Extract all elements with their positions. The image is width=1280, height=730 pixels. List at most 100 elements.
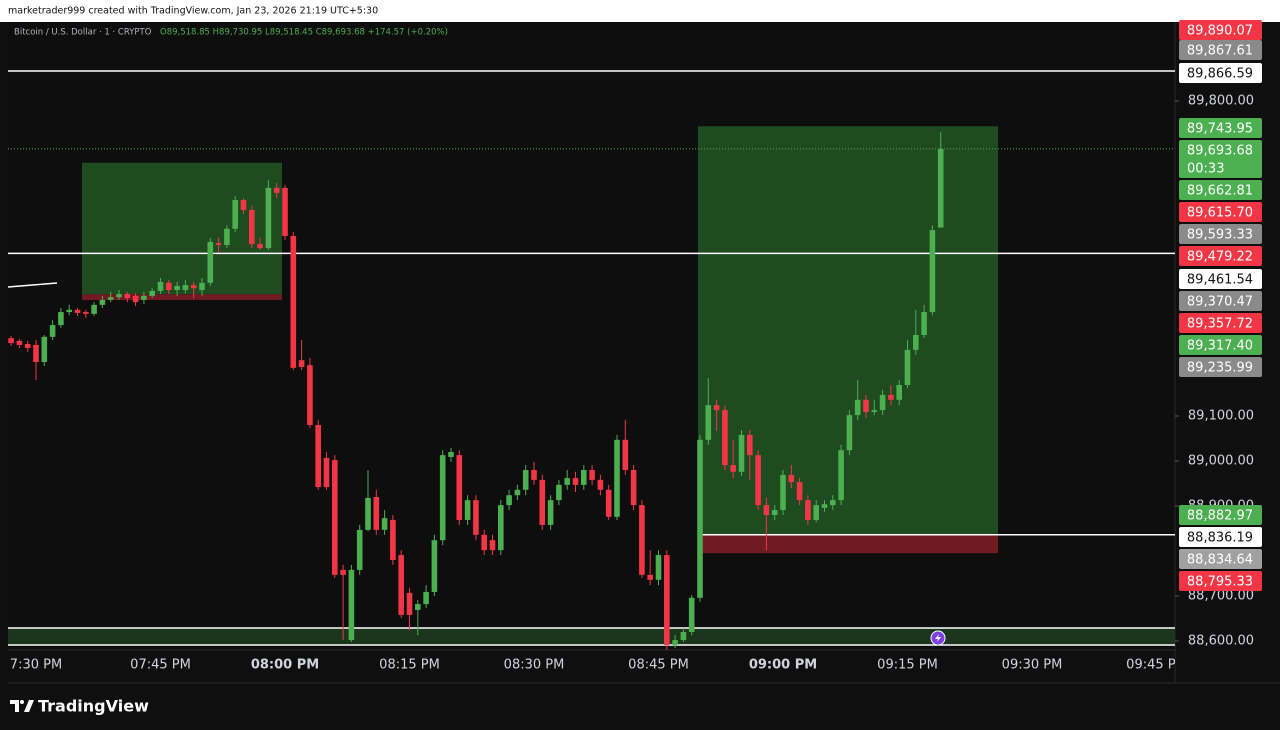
y-tick-label: 89,000.00 [1188,454,1254,469]
candle-body [581,470,587,485]
x-tick-label: 09:45 PM [1126,658,1187,673]
candle-body [622,439,629,471]
price-label-box [1179,527,1262,547]
x-tick-label: 07:45 PM [130,658,191,673]
y-tick-label: 88,600.00 [1188,634,1254,649]
price-label: 88,834.64 [1187,553,1253,568]
candle-body [174,285,180,291]
candle-body [929,230,936,313]
candle-body [896,384,902,400]
candle-body [697,439,703,598]
price-label-box [1179,63,1262,83]
candle-body [771,510,778,516]
price-label-box [1179,335,1262,355]
candle-body [157,281,164,291]
candle-body [830,500,836,506]
candle-body [332,460,338,575]
candle-body [664,555,670,646]
candle-body [879,394,886,411]
candle-body [356,529,363,570]
candle-body [688,597,695,633]
candle-body [398,555,404,615]
price-label: 89,662.81 [1187,184,1253,199]
candle-body [539,479,546,525]
y-tick-label: 89,100.00 [1188,409,1254,424]
candle-body [489,540,496,551]
candle-body [913,335,919,350]
price-label-box [1179,202,1262,222]
candle-body [647,574,653,580]
candle-body [83,312,89,314]
candle-body [589,470,595,480]
candle-body [99,299,106,305]
candle-body [755,455,761,506]
candle-body [805,500,811,520]
candle-body [16,340,23,345]
x-tick-label: 09:15 PM [877,658,938,673]
candle-body [298,360,305,367]
price-label-box [1179,269,1262,289]
candle-body [431,540,438,592]
candle-body [597,479,604,490]
top-bar [0,0,1280,22]
price-label: 89,743.95 [1187,122,1253,137]
price-label: 88,836.19 [1187,531,1253,546]
price-label-box [1179,20,1262,40]
candle-body [415,604,421,610]
candle-body [722,410,728,466]
event-icon [930,630,946,646]
candle-body [838,450,844,501]
trend-line [8,282,58,288]
candle-body [863,399,869,412]
candle-body [265,187,272,249]
candle-body [763,505,770,516]
candle-body [49,325,56,337]
candle-body [307,365,313,426]
candle-body [182,285,189,291]
stop-zone [698,535,998,554]
candle-body [672,640,678,646]
zone [8,628,1175,645]
candle-body [423,591,429,605]
symbol: Bitcoin / U.S. Dollar · 1 · CRYPTO [14,28,152,38]
price-label-box [1179,291,1262,311]
candle-body [390,519,396,561]
candle-body [788,474,795,483]
candle-body [547,500,554,525]
candle-body [888,394,894,400]
candle-body [821,504,828,508]
logo [10,700,34,712]
candle-body [780,474,786,511]
x-tick-label: 08:00 PM [251,658,319,673]
plot [8,70,1175,650]
x-tick-label: 08:30 PM [504,658,565,673]
candle-body [655,555,662,580]
candle-body [58,312,64,326]
candle-body [498,505,504,551]
candle-body [207,241,214,283]
candle-body [473,500,479,535]
candle-body [456,455,463,520]
candle-body [290,236,297,368]
x-tick-label: 09:00 PM [749,658,817,673]
price-label: 88,882.97 [1187,509,1253,524]
candle-body [738,434,745,472]
candle-body [232,200,238,229]
stop-zone [82,294,282,301]
candle-body [315,425,321,488]
candle-body [564,478,570,485]
attribution: marketrader999 created with TradingView.… [8,6,378,17]
price-label-box [1179,313,1262,333]
price-label-box [1179,118,1262,138]
candle-body [107,297,114,300]
candle-body [373,497,380,530]
candle-body [747,434,753,456]
candle-body [132,295,139,303]
price-label-box [1179,180,1262,200]
candle-body [257,244,263,249]
price-label: 89,693.68 [1187,144,1253,159]
candle-body [166,282,172,291]
candle-body [514,489,521,496]
